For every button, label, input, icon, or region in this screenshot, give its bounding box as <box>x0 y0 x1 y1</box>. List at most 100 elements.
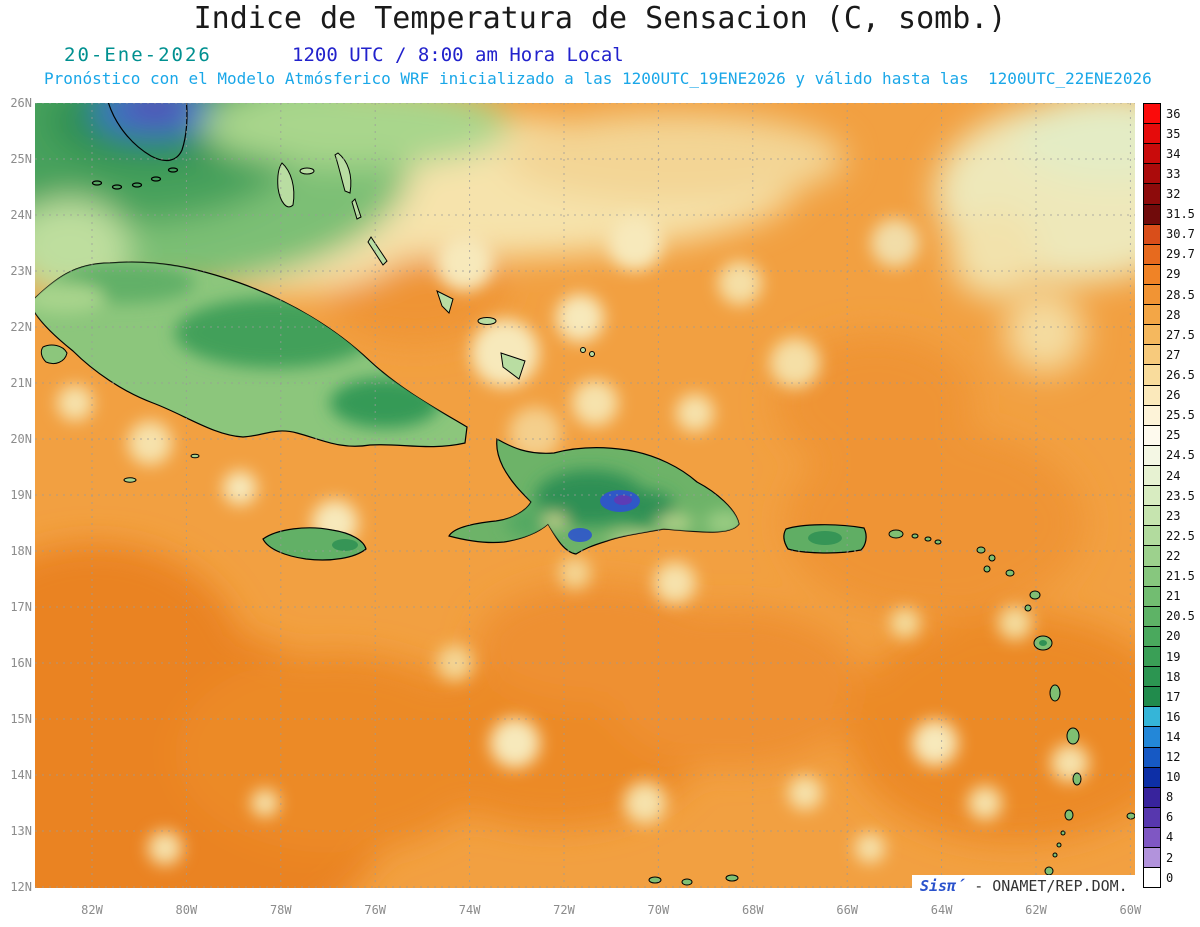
colorbar-value: 12 <box>1166 750 1181 765</box>
colorbar-swatch <box>1143 666 1161 688</box>
colorbar-value: 18 <box>1166 669 1181 684</box>
lon-tick-64W: 64W <box>930 903 953 917</box>
lon-tick-80W: 80W <box>175 903 198 917</box>
lon-tick-82W: 82W <box>81 903 103 917</box>
colorbar-value: 10 <box>1166 770 1181 785</box>
colorbar-value: 20 <box>1166 629 1181 644</box>
colorbar-value: 21 <box>1166 589 1181 604</box>
colorbar-swatch <box>1143 223 1161 245</box>
lat-tick-12N: 12N <box>10 880 32 894</box>
colorbar-value: 23.5 <box>1166 488 1195 503</box>
colorbar-swatch <box>1143 625 1161 647</box>
colorbar-swatch <box>1143 766 1161 788</box>
colorbar-entry: 30.7 <box>1143 223 1200 245</box>
colorbar-entry: 28 <box>1143 304 1200 326</box>
colorbar-swatch <box>1143 867 1161 889</box>
colorbar-value: 28.5 <box>1166 287 1195 302</box>
colorbar-value: 22 <box>1166 548 1181 563</box>
colorbar-entry: 17 <box>1143 686 1200 708</box>
colorbar-value: 29 <box>1166 267 1181 282</box>
colorbar-entry: 21.5 <box>1143 565 1200 587</box>
colorbar-entry: 18 <box>1143 666 1200 688</box>
colorbar-value: 25 <box>1166 428 1181 443</box>
colorbar-swatch <box>1143 545 1161 567</box>
lat-tick-19N: 19N <box>10 488 32 502</box>
lon-tick-66W: 66W <box>836 903 859 917</box>
colorbar-swatch <box>1143 344 1161 366</box>
colorbar-swatch <box>1143 464 1161 487</box>
colorbar-entry: 19 <box>1143 645 1200 668</box>
colorbar-swatch <box>1143 103 1161 125</box>
colorbar-entry: 25.5 <box>1143 404 1200 426</box>
colorbar-value: 4 <box>1166 830 1174 845</box>
colorbar-swatch <box>1143 243 1161 265</box>
lon-tick-70W: 70W <box>647 903 670 917</box>
valid-date: 20-Ene-2026 <box>64 44 212 66</box>
puerto-rico-landmass <box>783 524 867 554</box>
colorbar-value: 19 <box>1166 649 1181 664</box>
colorbar-value: 31.5 <box>1166 207 1195 222</box>
colorbar-value: 2 <box>1166 850 1174 865</box>
watermark-credit: - ONAMET/REP.DOM. <box>974 877 1128 895</box>
colorbar-entry: 24.5 <box>1143 444 1200 466</box>
colorbar-entry: 22.5 <box>1143 525 1200 547</box>
colorbar-swatch <box>1143 525 1161 547</box>
colorbar-value: 26 <box>1166 388 1181 403</box>
map-canvas <box>35 103 1135 888</box>
colorbar-value: 17 <box>1166 689 1181 704</box>
lat-tick-23N: 23N <box>10 264 32 278</box>
colorbar-swatch <box>1143 324 1161 346</box>
lesser-antilles-islands <box>648 529 1135 886</box>
lon-tick-62W: 62W <box>1025 903 1047 917</box>
colorbar-value: 28 <box>1166 307 1181 322</box>
colorbar-value: 24 <box>1166 468 1181 483</box>
lat-tick-22N: 22N <box>10 320 32 334</box>
colorbar-value: 33 <box>1166 166 1181 181</box>
colorbar-entry: 32 <box>1143 183 1200 205</box>
colorbar-value: 27.5 <box>1166 327 1195 342</box>
lat-tick-26N: 26N <box>10 96 32 110</box>
cayman-islands <box>123 453 200 483</box>
colorbar-entry: 23.5 <box>1143 485 1200 507</box>
warm-spots-layer <box>57 216 1089 865</box>
colorbar-entry: 23 <box>1143 505 1200 527</box>
lat-tick-14N: 14N <box>10 768 32 782</box>
colorbar-swatch <box>1143 304 1161 326</box>
colorbar-value: 29.7 <box>1166 247 1195 262</box>
colorbar-value: 32 <box>1166 186 1181 201</box>
colorbar-entry: 24 <box>1143 464 1200 487</box>
lat-tick-15N: 15N <box>10 712 32 726</box>
colorbar-swatch <box>1143 364 1161 386</box>
colorbar: 36 35 34 33 32 31.5 30.7 29.7 29 28.5 28 27.5 27 26.5… <box>1143 103 1200 889</box>
colorbar-value: 16 <box>1166 709 1181 724</box>
colorbar-entry: 8 <box>1143 786 1200 808</box>
colorbar-value: 24.5 <box>1166 448 1195 463</box>
lat-tick-16N: 16N <box>10 656 32 670</box>
colorbar-swatch <box>1143 686 1161 708</box>
colorbar-entry: 20.5 <box>1143 605 1200 627</box>
colorbar-entry: 29.7 <box>1143 243 1200 265</box>
colorbar-entry: 6 <box>1143 806 1200 828</box>
colorbar-entry: 4 <box>1143 826 1200 849</box>
colorbar-entry: 27.5 <box>1143 324 1200 346</box>
colorbar-value: 0 <box>1166 870 1174 885</box>
forecast-note: Pronóstico con el Modelo Atmósferico WRF… <box>44 69 1152 88</box>
colorbar-entry: 26 <box>1143 384 1200 406</box>
lon-tick-60W: 60W <box>1119 903 1142 917</box>
colorbar-value: 26.5 <box>1166 367 1195 382</box>
colorbar-swatch <box>1143 786 1161 808</box>
colorbar-swatch <box>1143 444 1161 466</box>
colorbar-value: 30.7 <box>1166 227 1195 242</box>
colorbar-entry: 0 <box>1143 867 1200 889</box>
colorbar-value: 34 <box>1166 146 1181 161</box>
colorbar-value: 23 <box>1166 508 1181 523</box>
colorbar-entry: 34 <box>1143 143 1200 165</box>
colorbar-entry: 36 <box>1143 103 1200 125</box>
colorbar-swatch <box>1143 404 1161 426</box>
colorbar-swatch <box>1143 826 1161 849</box>
colorbar-swatch <box>1143 505 1161 527</box>
colorbar-swatch <box>1143 847 1161 869</box>
colorbar-value: 36 <box>1166 106 1181 121</box>
colorbar-value: 14 <box>1166 729 1181 744</box>
